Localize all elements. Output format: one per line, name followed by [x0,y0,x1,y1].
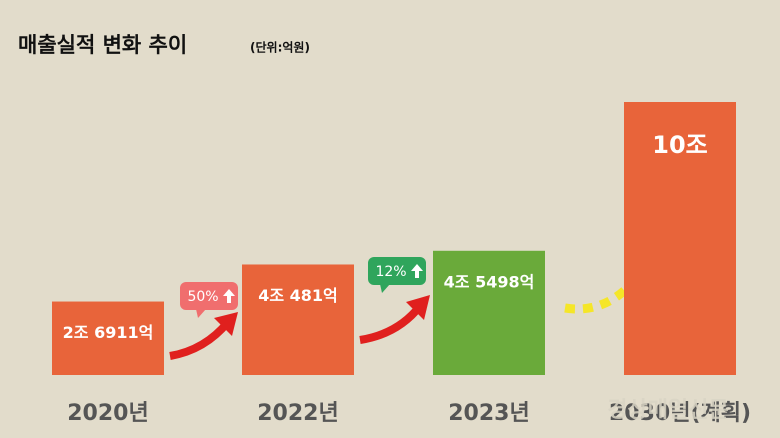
arrow-head [406,295,430,320]
watermark: 경상매일신문 [607,398,728,423]
value-label: 4조 481억 [258,286,338,305]
chart-title: 매출실적 변화 추이 [18,33,187,57]
annotation: 50% [187,289,218,305]
bar [624,102,736,375]
arrow-head [214,312,238,336]
x-tick-label: 2022년 [257,401,338,426]
value-label: 2조 6911억 [63,323,154,342]
up-icon [223,289,235,303]
bubble-tail [380,284,390,293]
annotation: 12% [375,264,406,280]
x-tick-label: 2023년 [448,401,529,426]
bubble [180,282,238,310]
bubble [368,257,426,285]
bar [433,250,545,375]
bars: 2조 6911억 2020년 4조 481억 2022년 4조 5498억 2023년 10… [52,102,751,426]
value-label: 10조 [652,131,707,159]
chart-subtitle: (단위:억원) [250,40,310,55]
x-tick-label: 2030년(계획) [609,401,751,426]
bar [52,301,164,375]
value-label: 4조 5498억 [444,272,535,291]
x-tick-label: 2020년 [67,401,148,426]
bubble-tail [196,309,206,318]
up-icon [411,264,423,278]
bar [242,264,354,375]
